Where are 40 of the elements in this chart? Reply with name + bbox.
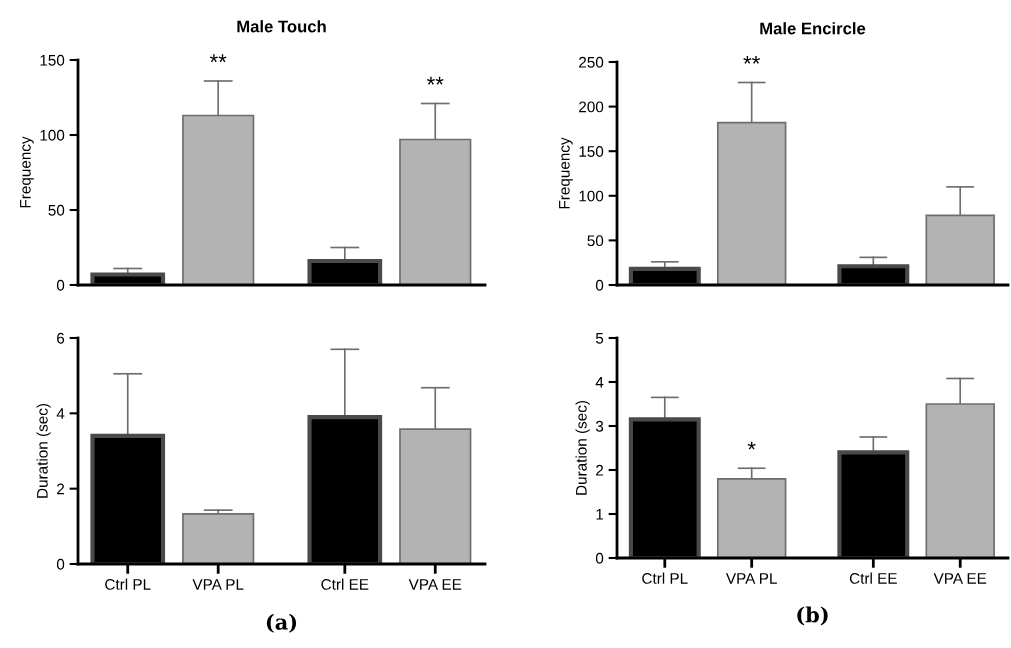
y-tick-label: 2 xyxy=(57,483,65,495)
y-axis-title: Frequency xyxy=(20,136,34,208)
chart-title: Male Encircle xyxy=(760,22,866,35)
y-tick-label: 0 xyxy=(595,279,604,291)
y-tick-label: 200 xyxy=(579,101,604,113)
y-axis-title: Duration (sec) xyxy=(575,400,590,495)
x-tick-label: Ctrl EE xyxy=(849,572,897,584)
annotation: * xyxy=(747,441,756,450)
y-tick-label: 6 xyxy=(57,332,65,344)
x-tick-label: VPA PL xyxy=(192,579,244,590)
y-tick-label: 0 xyxy=(56,558,65,570)
y-tick-label: 4 xyxy=(595,377,604,388)
y-tick-label: 150 xyxy=(40,54,65,66)
y-tick-label: 2 xyxy=(596,464,604,476)
y-tick-label: 1 xyxy=(596,509,604,520)
y-tick-label: 0 xyxy=(56,279,65,291)
y-tick-label: 250 xyxy=(579,56,604,68)
y-tick-label: 50 xyxy=(587,235,604,247)
y-tick-label: 5 xyxy=(595,333,604,344)
text: (a) xyxy=(266,613,297,633)
y-tick-label: 100 xyxy=(40,129,65,141)
y-axis-title: Duration (sec) xyxy=(36,403,51,498)
annotation: ** xyxy=(209,54,227,63)
y-tick-label: 50 xyxy=(48,204,65,216)
y-tick-label: 4 xyxy=(56,408,65,419)
annotation: ** xyxy=(743,55,760,64)
y-axis-title: Frequency xyxy=(559,137,573,209)
y-tick-label: 100 xyxy=(579,190,604,202)
x-tick-label: VPA EE xyxy=(933,573,987,584)
x-tick-label: Ctrl PL xyxy=(105,578,151,590)
x-tick-label: Ctrl PL xyxy=(642,572,688,584)
y-tick-label: 0 xyxy=(595,552,604,564)
x-tick-label: VPA EE xyxy=(408,579,462,590)
y-tick-label: 150 xyxy=(579,146,604,157)
x-tick-label: Ctrl EE xyxy=(321,578,369,590)
chart-title: Male Touch xyxy=(237,20,326,33)
x-tick-label: VPA PL xyxy=(725,573,777,584)
y-tick-label: 3 xyxy=(595,420,604,432)
text: (b) xyxy=(797,606,828,626)
annotation: ** xyxy=(426,76,444,85)
